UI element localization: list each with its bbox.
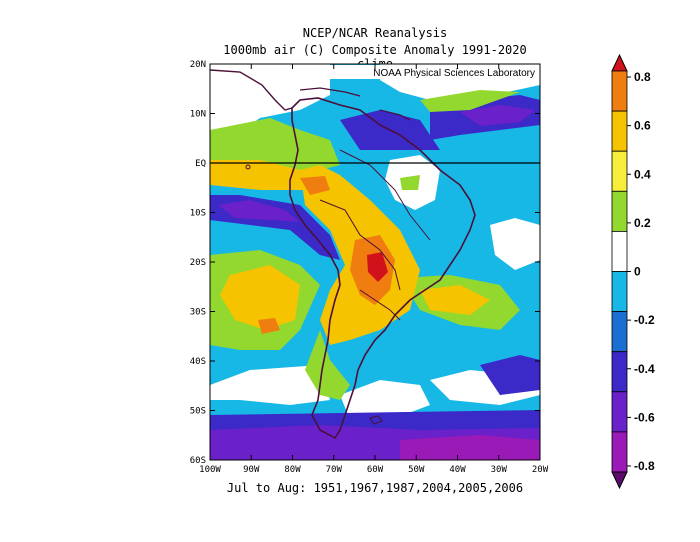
credit-label: NOAA Physical Sciences Laboratory [373, 68, 535, 79]
lon-tick-label: 60W [367, 465, 384, 475]
colorbar-max-arrow [611, 53, 628, 72]
lat-tick-label: 20N [190, 60, 206, 70]
lon-tick-label: 30W [491, 465, 508, 475]
lon-tick-label: 90W [243, 465, 260, 475]
credit-box [327, 65, 539, 79]
lon-tick-label: 80W [284, 465, 301, 475]
colorbar-label: 0.8 [634, 70, 651, 84]
lon-tick-label: 70W [326, 465, 343, 475]
lon-tick-label: 50W [408, 465, 425, 475]
colorbar-segment [611, 271, 628, 312]
colorbar-segment [611, 351, 628, 393]
colorbar-label: -0.6 [634, 410, 655, 424]
colorbar-min-arrow [611, 471, 628, 490]
lat-tick-label: 10N [190, 110, 206, 120]
anomaly-field [210, 64, 540, 460]
colorbar-label: 0.2 [634, 216, 651, 230]
colorbar-label: -0.4 [634, 362, 655, 376]
lat-tick-label: 60S [190, 456, 206, 466]
lat-axis: 20N 10N EQ 10S 20S 30S 40S 50S 60S [190, 60, 540, 466]
composite-years: Jul to Aug: 1951,1967,1987,2004,2005,200… [226, 481, 524, 495]
colorbar-segment [611, 230, 628, 272]
lon-tick-label: 20W [532, 465, 549, 475]
colorbar-segment [611, 150, 628, 192]
colorbar-segment [611, 431, 628, 473]
lon-tick-label: 100W [199, 465, 221, 475]
colorbar-label: -0.8 [634, 459, 655, 473]
colorbar-label: 0 [634, 265, 641, 279]
colorbar-segment [611, 70, 628, 112]
chart-title: NCEP/NCAR Reanalysis [302, 26, 448, 40]
lat-tick-label: 40S [190, 357, 206, 367]
lon-tick-label: 40W [449, 465, 466, 475]
colorbar-segment [611, 110, 628, 152]
colorbar-label: 0.4 [634, 167, 651, 181]
colorbar-label: 0.6 [634, 119, 651, 133]
lon-axis: 100W 90W 80W 70W 60W 50W 40W 30W 20W [199, 64, 549, 475]
colorbar-segment [611, 190, 628, 232]
lat-tick-label: 50S [190, 407, 206, 417]
lat-tick-label: 30S [190, 308, 206, 318]
colorbar-segment [611, 391, 628, 433]
lat-tick-label: 10S [190, 209, 206, 219]
lat-tick-label: 20S [190, 258, 206, 268]
lat-tick-label: EQ [195, 159, 206, 169]
colorbar-segment [611, 311, 628, 353]
colorbar-label: -0.2 [634, 313, 655, 327]
